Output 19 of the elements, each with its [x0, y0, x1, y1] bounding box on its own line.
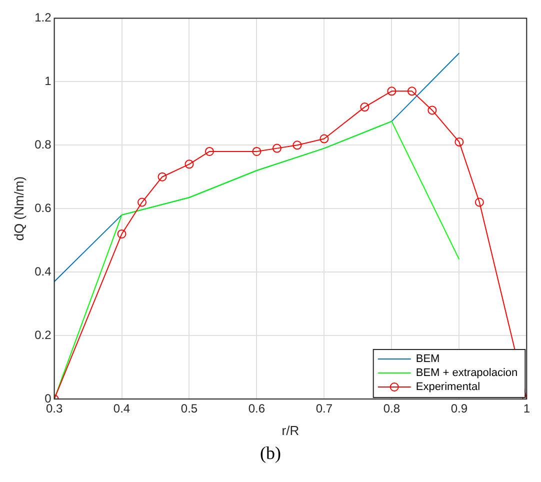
legend-label: Experimental: [416, 381, 480, 394]
y-tick-label: 1.2: [34, 10, 52, 25]
x-tick-label: 0.8: [383, 402, 400, 416]
x-tick-label: 1: [523, 402, 530, 416]
y-axis-title: dQ (Nm/m): [11, 176, 26, 241]
y-tick-label: 1: [44, 74, 52, 88]
y-tick-label: 0.2: [34, 328, 52, 342]
y-tick-label: 0.8: [34, 137, 52, 152]
x-tick-label: 0.4: [113, 402, 130, 416]
text: (b): [259, 443, 282, 464]
x-tick-label: 0.7: [316, 402, 333, 416]
x-axis-title: r/R: [282, 422, 300, 438]
legend-label: BEM: [416, 353, 440, 366]
x-tick-label: 0.9: [450, 402, 468, 416]
x-tick-label: 0.5: [180, 402, 198, 416]
x-tick-label: 0.6: [248, 402, 266, 416]
y-tick-label: 0.4: [34, 264, 52, 278]
legend-label: BEM + extrapolacion: [416, 367, 518, 380]
y-tick-label: 0.6: [34, 200, 52, 215]
